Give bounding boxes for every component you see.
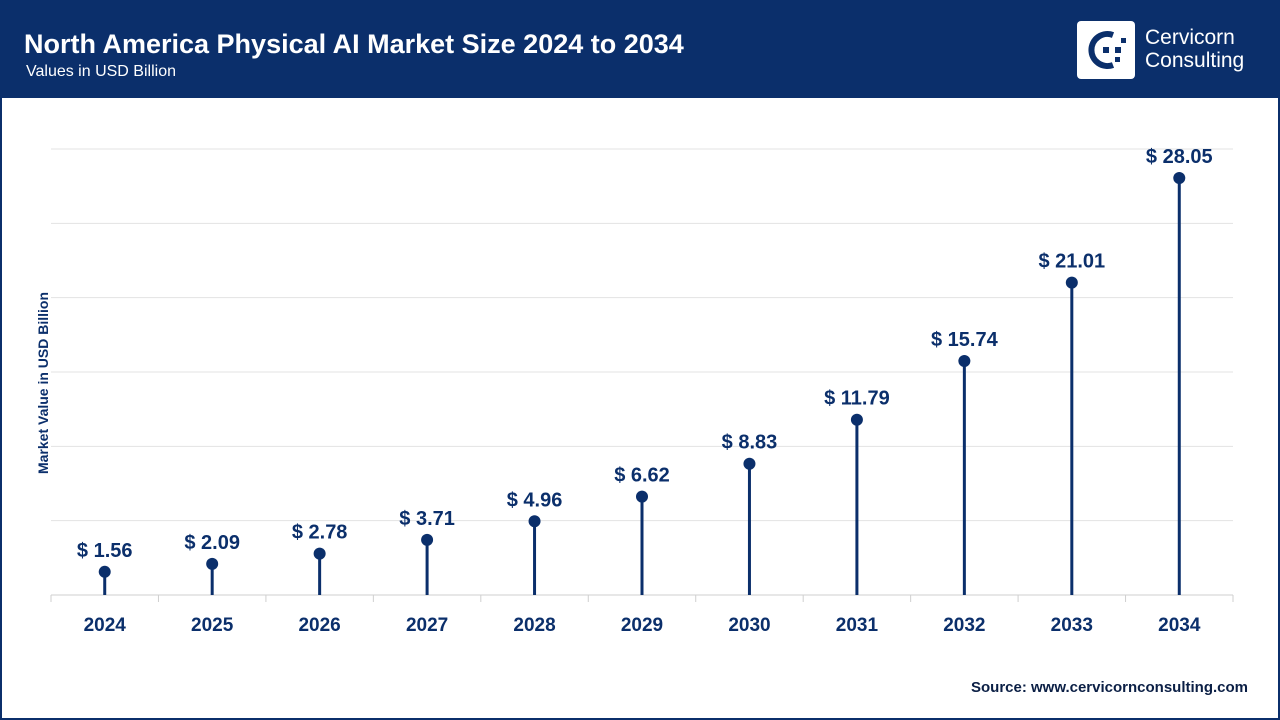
data-label-2034: $ 28.05: [1146, 146, 1213, 168]
x-tick-label-2034: 2034: [1158, 615, 1201, 636]
data-label-2027: $ 3.71: [399, 508, 455, 530]
x-tick-label-2026: 2026: [298, 615, 340, 636]
point-2025[interactable]: [206, 557, 219, 570]
header-bar: North America Physical AI Market Size 20…: [2, 2, 1278, 98]
x-tick-label-2032: 2032: [943, 615, 985, 636]
x-tick-label-2025: 2025: [191, 615, 234, 636]
y-axis-title: Market Value in USD Billion: [35, 292, 51, 474]
x-tick-label-2028: 2028: [513, 615, 555, 636]
point-2033[interactable]: [1065, 276, 1078, 289]
data-labels: $ 1.56 $ 2.09 $ 2.78 $ 3.71 $ 4.96 $ 6.62 $ 8.…: [77, 146, 1213, 562]
x-tick-label-2030: 2030: [728, 615, 770, 636]
gridlines: [51, 148, 1233, 522]
point-2031[interactable]: [850, 413, 863, 426]
data-label-2032: $ 15.74: [931, 329, 999, 351]
data-label-2030: $ 8.83: [722, 432, 778, 454]
data-label-2025: $ 2.09: [184, 532, 240, 554]
brand-line-1: Cervicorn: [1145, 26, 1235, 49]
cervicorn-logo-icon: [1077, 21, 1135, 79]
source-note: Source: www.cervicornconsulting.com: [970, 679, 1248, 696]
data-label-2026: $ 2.78: [292, 522, 348, 544]
point-2034[interactable]: [1173, 171, 1186, 184]
point-2027[interactable]: [421, 533, 434, 546]
x-tick-label-2033: 2033: [1051, 615, 1093, 636]
chart-subtitle: Values in USD Billion: [26, 63, 176, 80]
point-2030[interactable]: [743, 457, 756, 470]
logo-mark: [1088, 31, 1126, 69]
x-tick-label-2031: 2031: [836, 615, 879, 636]
x-tick-label-2027: 2027: [406, 615, 448, 636]
brand-name: Cervicorn Consulting: [1145, 26, 1244, 72]
data-label-2033: $ 21.01: [1038, 251, 1105, 273]
x-tick-labels: 2024 2025 2026 2027 2028 2029 2030 2031 2032 2033…: [84, 615, 1201, 636]
data-label-2031: $ 11.79: [824, 388, 890, 410]
point-2024[interactable]: [98, 565, 111, 578]
data-label-2028: $ 4.96: [507, 489, 563, 511]
point-2026[interactable]: [313, 547, 326, 560]
series-stems: [103, 177, 1181, 595]
x-axis-ticks: [50, 595, 1234, 602]
x-tick-label-2029: 2029: [621, 615, 663, 636]
point-2032[interactable]: [958, 354, 971, 367]
data-label-2029: $ 6.62: [614, 465, 670, 487]
series-points: [98, 171, 1186, 578]
point-2028[interactable]: [528, 515, 541, 528]
brand-line-2: Consulting: [1145, 49, 1245, 72]
data-label-2024: $ 1.56: [77, 540, 133, 562]
chart-title: North America Physical AI Market Size 20…: [24, 29, 684, 59]
x-tick-label-2024: 2024: [84, 615, 127, 636]
point-2029[interactable]: [636, 490, 648, 503]
